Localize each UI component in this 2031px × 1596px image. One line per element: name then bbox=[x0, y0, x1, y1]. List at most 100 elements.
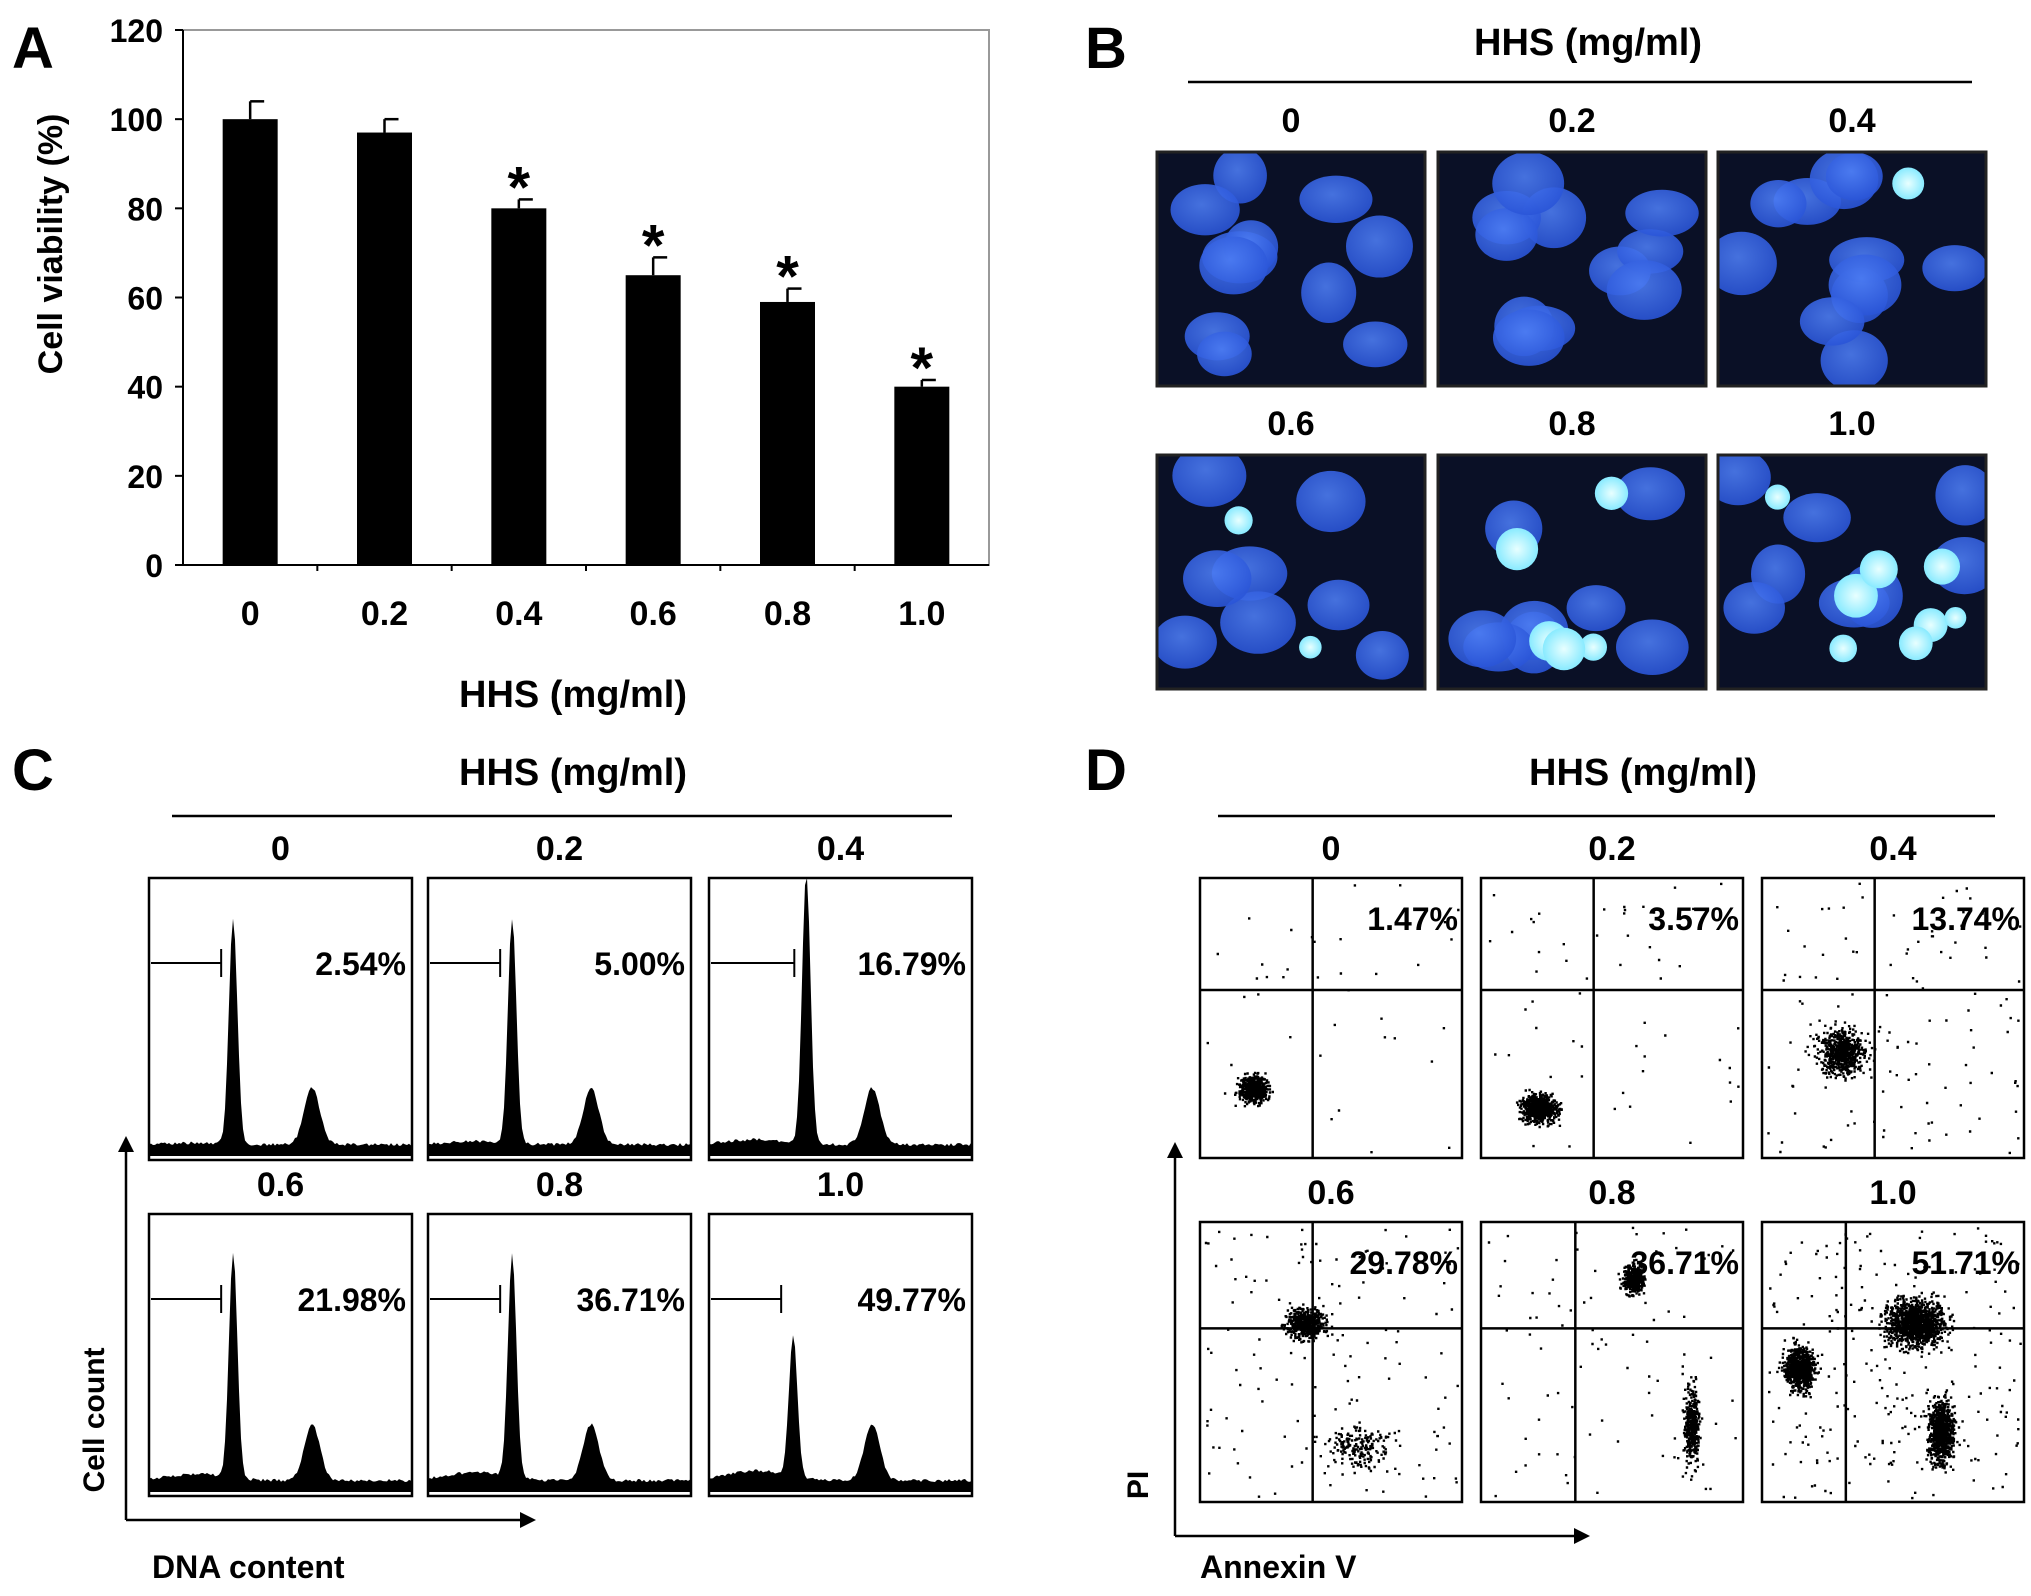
panel-letter-c: C bbox=[12, 738, 54, 803]
nucleus bbox=[1197, 331, 1252, 377]
nucleus bbox=[1183, 550, 1252, 608]
nucleus bbox=[1301, 262, 1357, 323]
x-tick-label: 1.0 bbox=[898, 595, 945, 633]
y-tick-label: 120 bbox=[110, 13, 163, 49]
sub-g1-percent: 2.54% bbox=[315, 946, 406, 982]
apoptotic-body bbox=[1859, 550, 1898, 589]
x-tick-label: 0.8 bbox=[764, 595, 811, 633]
x-tick-label: 0.4 bbox=[495, 595, 542, 633]
nucleus bbox=[1296, 470, 1366, 533]
sub-g1-percent: 21.98% bbox=[297, 1282, 406, 1318]
micrograph-0.2 bbox=[1438, 152, 1706, 386]
micrograph-0.6 bbox=[1157, 455, 1425, 689]
x-tick-labels: 0 0.2 0.4 0.6 0.8 1.0 bbox=[241, 595, 946, 633]
dotplot-frame bbox=[1198, 876, 1464, 1160]
upper-right-percent: 29.78% bbox=[1349, 1245, 1458, 1281]
nucleus bbox=[1343, 321, 1408, 368]
c-label-0.6: 0.6 bbox=[257, 1166, 304, 1204]
apoptotic-body bbox=[1495, 528, 1539, 571]
nucleus bbox=[1615, 467, 1686, 521]
nucleus bbox=[1307, 579, 1370, 631]
nucleus bbox=[1299, 175, 1373, 223]
d-y-arrowhead bbox=[1167, 1142, 1183, 1158]
nucleus bbox=[1750, 179, 1807, 228]
micrograph-0.4 bbox=[1718, 152, 1986, 386]
panel-letter-b: B bbox=[1085, 16, 1127, 81]
x-tick-label: 0 bbox=[241, 595, 260, 633]
upper-right-percent: 13.74% bbox=[1911, 901, 2020, 937]
dna-histogram bbox=[709, 1335, 972, 1492]
nucleus bbox=[1157, 615, 1217, 669]
nucleus bbox=[1475, 208, 1538, 261]
event-dots bbox=[1206, 884, 1460, 1154]
dotplot-frame bbox=[1479, 876, 1745, 1160]
nucleus bbox=[1448, 610, 1517, 668]
y-tick-label: 100 bbox=[110, 102, 163, 138]
histogram-frame bbox=[426, 1212, 693, 1498]
apoptotic-body bbox=[1892, 167, 1925, 200]
panel-b-title: HHS (mg/ml) bbox=[1474, 22, 1702, 64]
d-label-0.2: 0.2 bbox=[1588, 830, 1635, 868]
c-label-0.8: 0.8 bbox=[536, 1166, 583, 1204]
histogram-frame bbox=[147, 1212, 414, 1498]
sub-g1-percent: 36.71% bbox=[576, 1282, 685, 1318]
micrograph-0 bbox=[1157, 152, 1425, 386]
b-label-0.8: 0.8 bbox=[1548, 405, 1595, 443]
d-label-0.4: 0.4 bbox=[1869, 830, 1916, 868]
sub-g1-percent: 49.77% bbox=[857, 1282, 966, 1318]
significance-asterisk: * bbox=[508, 155, 531, 220]
sub-g1-percent: 16.79% bbox=[857, 946, 966, 982]
b-label-0.2: 0.2 bbox=[1548, 102, 1595, 140]
apoptotic-body bbox=[1829, 634, 1857, 663]
y-tick-label: 0 bbox=[145, 548, 163, 584]
nucleus bbox=[1625, 189, 1699, 237]
c-label-0.2: 0.2 bbox=[536, 830, 583, 868]
panel-d-title: HHS (mg/ml) bbox=[1529, 752, 1757, 794]
bar-0 bbox=[222, 119, 278, 566]
panel-a-bar-chart: 0 20 40 60 80 100 120 * * * * 0 0.2 0.4 0.6 0.8 1.0 Ce… bbox=[32, 13, 990, 716]
d-label-0: 0 bbox=[1322, 830, 1341, 868]
x-tick-label: 0.2 bbox=[361, 595, 408, 633]
sub-g1-percent: 5.00% bbox=[594, 946, 685, 982]
x-tick-label: 0.6 bbox=[630, 595, 677, 633]
nucleus bbox=[1718, 231, 1777, 296]
c-label-1.0: 1.0 bbox=[817, 1166, 864, 1204]
apoptotic-body bbox=[1898, 626, 1933, 661]
nucleus bbox=[1170, 184, 1240, 236]
bar-0.4 bbox=[491, 208, 547, 566]
panel-c-histograms: HHS (mg/ml) 0 2.54% 0.2 5.00% 0.4 16.79% 0.6 21… bbox=[78, 752, 974, 1585]
c-x-arrowhead bbox=[520, 1512, 536, 1528]
significance-asterisk: * bbox=[642, 213, 665, 278]
event-dots bbox=[1768, 1227, 2022, 1500]
nucleus bbox=[1345, 215, 1413, 278]
y-tick-label: 60 bbox=[127, 281, 163, 317]
histogram-frame bbox=[707, 1212, 974, 1498]
c-y-arrowhead bbox=[118, 1136, 134, 1152]
panel-letter-d: D bbox=[1085, 738, 1127, 803]
upper-right-percent: 36.71% bbox=[1630, 1245, 1739, 1281]
nucleus bbox=[1355, 630, 1409, 680]
nucleus bbox=[1723, 581, 1785, 634]
d-label-1.0: 1.0 bbox=[1869, 1174, 1916, 1212]
apoptotic-body bbox=[1923, 548, 1961, 585]
apoptotic-body bbox=[1299, 635, 1322, 659]
apoptotic-body bbox=[1579, 633, 1608, 661]
significance-asterisk: * bbox=[911, 336, 934, 401]
bar-1.0 bbox=[894, 386, 950, 565]
apoptotic-body bbox=[1834, 573, 1878, 618]
nucleus bbox=[1606, 260, 1682, 320]
nucleus bbox=[1566, 585, 1626, 632]
c-y-axis-label: Cell count bbox=[78, 1347, 111, 1492]
d-label-0.6: 0.6 bbox=[1307, 1174, 1354, 1212]
nucleus bbox=[1220, 591, 1296, 654]
bar-0.2 bbox=[357, 132, 412, 565]
apoptotic-body bbox=[1542, 627, 1586, 671]
nucleus bbox=[1492, 309, 1565, 366]
apoptotic-body bbox=[1224, 506, 1253, 535]
upper-right-percent: 3.57% bbox=[1648, 901, 1739, 937]
event-dots bbox=[1487, 1226, 1737, 1498]
nucleus bbox=[1199, 236, 1268, 295]
d-y-axis-label: PI bbox=[1122, 1471, 1155, 1499]
nucleus bbox=[1718, 455, 1771, 506]
bar-0.6 bbox=[625, 275, 681, 565]
